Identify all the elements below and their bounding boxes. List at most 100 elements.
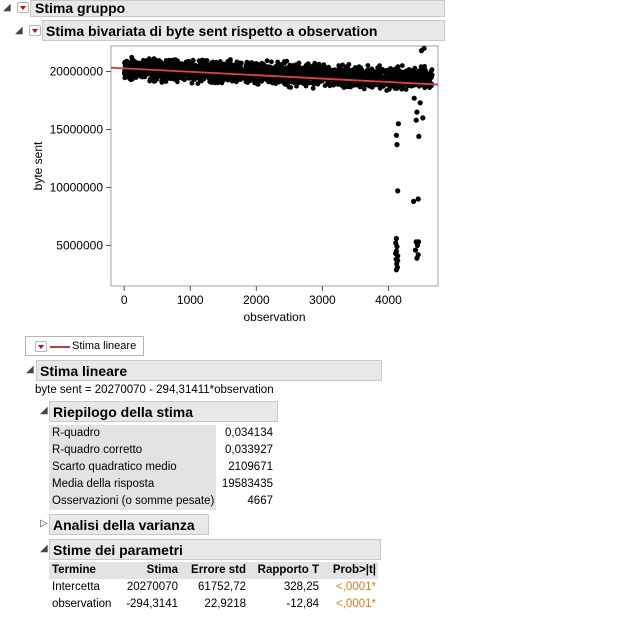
scatter-point [376, 68, 381, 73]
scatter-point [357, 83, 362, 89]
scatter-point [412, 68, 417, 74]
scatter-point [227, 64, 233, 70]
params-p: <,0001* [336, 581, 376, 593]
legend-menu-icon[interactable] [35, 341, 47, 352]
scatter-point [402, 71, 408, 77]
scatter-point [403, 87, 409, 92]
scatter-point [164, 58, 169, 64]
scatter-point [312, 60, 318, 66]
legend-line-swatch [50, 346, 70, 348]
scatter-point [333, 70, 338, 75]
scatter-point-outlier [414, 109, 420, 115]
scatter-point-outlier [417, 100, 423, 106]
scatter-point [244, 69, 250, 75]
scatter-point [273, 81, 279, 86]
scatter-point [273, 63, 279, 69]
scatter-point [233, 79, 239, 85]
scatter-point [217, 59, 223, 64]
scatter-point [320, 69, 326, 75]
params-stderr: 61752,72 [198, 581, 246, 593]
scatter-chart: 0 1000 2000 3000 4000 5000000 10000000 15000000… [31, 45, 439, 324]
scatter-point [344, 65, 350, 71]
scatter-point [165, 70, 170, 76]
collapse-triangle-icon[interactable]: ◢ [3, 2, 11, 13]
scatter-point-outlier [415, 196, 421, 202]
params-header-term: Termine [49, 562, 119, 579]
scatter-point [346, 70, 351, 76]
summary-label: R-quadro [49, 425, 216, 442]
scatter-point [195, 75, 200, 80]
expand-triangle-icon[interactable]: ▷ [40, 518, 48, 529]
scatter-point-outlier [415, 239, 422, 245]
anova-title[interactable]: Analisi della varianza [49, 514, 209, 535]
y-tick-label: 20000000 [50, 65, 104, 79]
scatter-point [229, 78, 235, 84]
scatter-point [214, 61, 220, 67]
scatter-point [195, 81, 201, 86]
scatter-point-outlier [394, 142, 400, 148]
scatter-point [166, 63, 172, 69]
scatter-point [141, 57, 146, 63]
scatter-point [129, 54, 135, 60]
params-term: Intercetta [52, 581, 100, 593]
scatter-point-outlier [399, 86, 405, 92]
scatter-point [324, 70, 330, 76]
x-tick-label: 4000 [375, 293, 402, 307]
scatter-point [187, 75, 193, 81]
scatter-point [413, 73, 419, 79]
collapse-triangle-icon[interactable]: ◢ [40, 543, 48, 554]
scatter-point [264, 58, 270, 64]
scatter-point [429, 67, 435, 72]
collapse-triangle-icon[interactable]: ◢ [15, 25, 23, 36]
scatter-point [390, 69, 396, 75]
scatter-point [427, 78, 432, 83]
y-axis-label: byte sent [31, 141, 45, 190]
summary-value: 0,034134 [225, 427, 273, 439]
scatter-point [255, 61, 260, 67]
params-title: Stime dei parametri [49, 539, 381, 560]
params-p: <,0001* [336, 598, 376, 610]
collapse-triangle-icon[interactable]: ◢ [40, 405, 48, 416]
scatter-point [122, 68, 127, 74]
scatter-point [300, 65, 306, 71]
scatter-point [427, 72, 433, 78]
x-tick-label: 0 [121, 293, 128, 307]
summary-table: R-quadro 0,034134 R-quadro corretto 0,03… [49, 425, 277, 510]
summary-label: Osservazioni (o somme pesate) [49, 493, 216, 510]
fit-equation: byte sent = 20270070 - 294,31411*observa… [35, 384, 274, 396]
fit-line [110, 66, 439, 86]
scatter-point [269, 59, 274, 65]
scatter-point [206, 65, 211, 70]
scatter-point [374, 81, 379, 87]
x-axis-label: observation [243, 310, 305, 324]
scatter-point [250, 75, 256, 81]
params-estimate: 20270070 [126, 581, 178, 593]
scatter-point [232, 75, 238, 81]
params-header-stderr: Errore std [180, 562, 248, 579]
red-triangle-menu-icon[interactable] [29, 25, 41, 36]
legend-box: Stima lineare [25, 336, 144, 356]
scatter-point [179, 75, 185, 81]
y-tick-label: 10000000 [50, 180, 104, 194]
red-triangle-menu-icon[interactable] [17, 2, 29, 13]
scatter-point [416, 83, 422, 89]
legend-label: Stima lineare [72, 340, 137, 352]
collapse-triangle-icon[interactable]: ◢ [26, 364, 34, 375]
scatter-point [326, 64, 331, 70]
scatter-point-outlier [393, 250, 399, 257]
scatter-point [301, 81, 307, 87]
params-table: Termine Stima Errore std Rapporto T Prob… [49, 562, 381, 614]
scatter-point [392, 74, 398, 80]
scatter-point [147, 78, 153, 84]
scatter-point [294, 83, 299, 89]
scatter-point [353, 65, 359, 71]
summary-label: Scarto quadratico medio [49, 459, 216, 476]
scatter-point-outlier [395, 257, 401, 264]
scatter-point [126, 62, 132, 68]
scatter-point [365, 71, 371, 77]
scatter-point [357, 69, 362, 75]
scatter-point [133, 75, 139, 80]
summary-label: Media della risposta [49, 476, 216, 493]
scatter-point [162, 75, 167, 80]
scatter-point [365, 63, 371, 68]
